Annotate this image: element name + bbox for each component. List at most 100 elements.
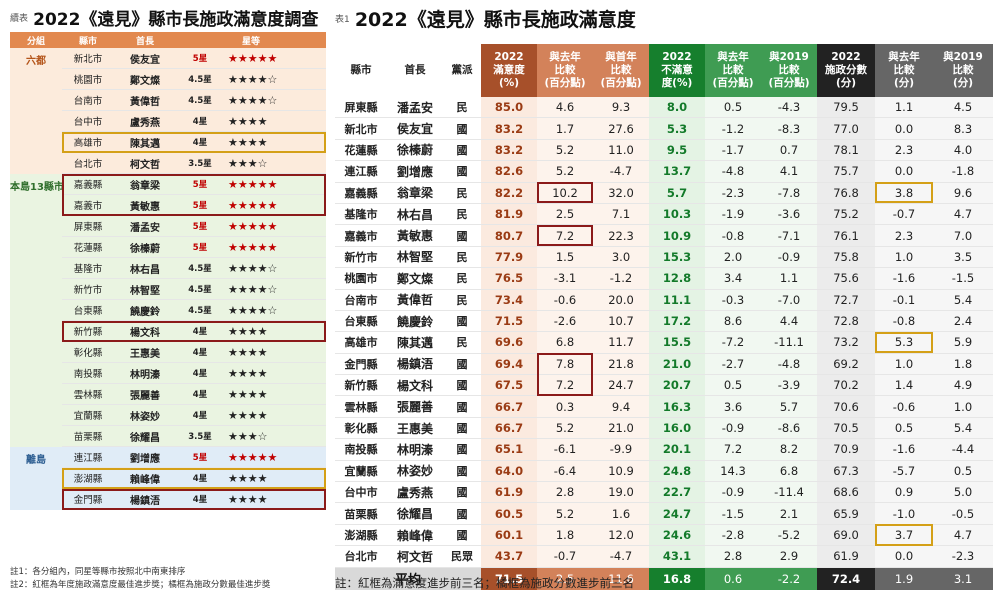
dis-vs-prev-cell: -1.7 [705, 139, 761, 162]
adm-vs-2019-cell: 4.5 [933, 97, 993, 119]
satisfaction-row: 宜蘭縣 林姿妙國 64.0 -6.4 10.9 24.8 14.3 6.8 67.3 -5.7 0.… [335, 460, 993, 483]
sat-vs-prev-cell: 7.2 [537, 374, 593, 397]
dis-vs-2019-cell: -3.9 [761, 374, 817, 397]
sat-vs-first-cell: -1.2 [593, 267, 649, 290]
adm-vs-2019-cell: 4.0 [933, 139, 993, 162]
star-icons: ★★★★★ [224, 48, 327, 69]
dis-vs-prev-cell: 0.5 [705, 374, 761, 397]
left-title: 續表 2022《遠見》縣市長施政滿意度調查 [10, 5, 319, 30]
dis-vs-prev-cell: 2.8 [705, 545, 761, 568]
satisfaction-row: 嘉義市 黃敏惠國 80.7 7.2 22.3 10.9 -0.8 -7.1 76.1 2.3 7.0 [335, 224, 993, 247]
leader-cell: 潘孟安 [387, 97, 443, 119]
star-icons: ★★★★ [224, 110, 327, 132]
satisfaction-row: 台北市 柯文哲 民眾 43.7 -0.7 -4.7 43.1 2.8 2.9 61.9 0.0 -2.… [335, 545, 993, 568]
star-table-row: 高雄市 陳其邁 4星 ★★★★ [10, 131, 327, 153]
sat-vs-prev-cell: 1.7 [537, 117, 593, 140]
party-cell: 國 [443, 224, 481, 247]
left-note-2: 註2：紅框為年度施政滿意度最佳進步獎；橘框為施政分數最佳進步獎 [10, 580, 271, 590]
dis-vs-2019-cell: -11.1 [761, 331, 817, 354]
dissatisfaction-cell: 11.1 [649, 289, 705, 311]
leader-cell: 鄭文燦 [387, 267, 443, 290]
star-level-cell: 4.5星 [176, 278, 224, 300]
dissatisfaction-cell: 20.1 [649, 438, 705, 461]
admin-score-cell: 70.9 [817, 438, 875, 461]
sat-vs-first-cell: -9.9 [593, 438, 649, 461]
county-cell: 連江縣 [62, 446, 114, 468]
leader-cell: 劉增應 [114, 446, 176, 468]
sat-vs-first-cell: 10.7 [593, 310, 649, 333]
adm-vs-prev-cell: 1.4 [875, 374, 933, 397]
county-cell: 苗栗縣 [62, 425, 114, 447]
adm-vs-prev-cell: -5.7 [875, 460, 933, 483]
dis-vs-2019-cell: 6.8 [761, 460, 817, 483]
leader-cell: 侯友宜 [114, 48, 176, 69]
party-cell: 國 [443, 310, 481, 333]
satisfaction-row: 屏東縣 潘孟安民 85.0 4.6 9.3 8.0 0.5 -4.3 79.5 1.1 4.5 [335, 97, 993, 119]
adm-vs-2019-cell: -1.5 [933, 267, 993, 290]
party-cell: 國 [443, 353, 481, 376]
dissatisfaction-cell: 10.9 [649, 224, 705, 247]
dissatisfaction-cell: 15.3 [649, 246, 705, 269]
party-cell: 民眾 [443, 545, 481, 568]
county-cell: 嘉義縣 [62, 173, 114, 195]
star-level-cell: 4.5星 [176, 299, 224, 321]
satisfaction-cell: 85.0 [481, 97, 537, 119]
adm-vs-2019-cell: 5.0 [933, 481, 993, 504]
star-level-cell: 4星 [176, 383, 224, 405]
star-table-row: 本島13縣市 嘉義縣 翁章梁 5星 ★★★★★ [10, 173, 327, 447]
leader-cell: 黃敏惠 [114, 194, 176, 216]
sat-vs-first-cell: 19.0 [593, 481, 649, 504]
dis-vs-2019-cell: 2.1 [761, 502, 817, 525]
dis-vs-prev-cell: 2.0 [705, 246, 761, 269]
dis-vs-2019-cell: -8.6 [761, 417, 817, 440]
admin-score-cell: 78.1 [817, 139, 875, 162]
party-cell: 國 [443, 395, 481, 418]
leader-cell: 林智堅 [114, 278, 176, 300]
sat-vs-first-cell: 1.6 [593, 502, 649, 525]
sat-vs-first-cell: 27.6 [593, 117, 649, 140]
county-cell: 連江縣 [335, 160, 387, 183]
adm-vs-prev-cell: -1.6 [875, 438, 933, 461]
admin-score-cell: 79.5 [817, 97, 875, 119]
county-cell: 嘉義市 [335, 224, 387, 247]
county-cell: 台東縣 [335, 310, 387, 333]
star-icons: ★★★★★ [224, 173, 327, 195]
adm-vs-prev-cell: -1.0 [875, 502, 933, 525]
sat-vs-first-cell: 21.0 [593, 417, 649, 440]
average-adm-vs-2019-cell: 3.1 [933, 567, 993, 590]
dis-vs-2019-cell: -7.0 [761, 289, 817, 311]
dis-vs-prev-cell: -1.2 [705, 117, 761, 140]
adm-vs-prev-cell: 0.9 [875, 481, 933, 504]
average-adm-vs-prev-cell: 1.9 [875, 567, 933, 590]
star-level-cell: 3.5星 [176, 425, 224, 447]
county-cell: 台中市 [62, 110, 114, 132]
sat-vs-prev-cell: 7.8 [537, 353, 593, 376]
dissatisfaction-cell: 43.1 [649, 545, 705, 568]
star-level-cell: 4星 [176, 131, 224, 153]
satisfaction-row: 台南市 黃偉哲民 73.4 -0.6 20.0 11.1 -0.3 -7.0 72.7 -0.1 5… [335, 289, 993, 311]
sat-vs-prev-cell: -3.1 [537, 267, 593, 290]
adm-vs-prev-cell: 5.3 [875, 331, 933, 354]
dis-vs-prev-cell: -2.7 [705, 353, 761, 376]
star-table-row: 宜蘭縣 林姿妙 4星 ★★★★ [10, 404, 327, 426]
satisfaction-panel: 表1 2022《遠見》縣市長施政滿意度 縣市 首長 黨派 2022 滿意度 (%) … [335, 0, 1000, 598]
star-icons: ★★★★ [224, 404, 327, 426]
average-label: 平均 [335, 567, 481, 590]
dissatisfaction-cell: 15.5 [649, 331, 705, 354]
left-title-text: 2022《遠見》縣市長施政滿意度調查 [33, 10, 319, 30]
star-level-cell: 3.5星 [176, 152, 224, 174]
sat-vs-first-cell: -4.7 [593, 160, 649, 183]
adm-vs-prev-cell: 0.0 [875, 160, 933, 183]
party-cell: 國 [443, 160, 481, 183]
leader-cell: 林智堅 [387, 246, 443, 269]
leader-cell: 柯文哲 [387, 545, 443, 568]
satisfaction-cell: 82.2 [481, 182, 537, 204]
star-table-row: 離島 連江縣 劉增應 5星 ★★★★★ [10, 446, 327, 510]
satisfaction-cell: 67.5 [481, 374, 537, 397]
admin-score-cell: 70.6 [817, 395, 875, 418]
leader-cell: 饒慶鈴 [114, 299, 176, 321]
adm-vs-prev-cell: 2.3 [875, 224, 933, 247]
county-cell: 新竹縣 [62, 320, 114, 342]
dis-vs-2019-cell: -4.3 [761, 97, 817, 119]
leader-cell: 黃偉哲 [114, 89, 176, 111]
